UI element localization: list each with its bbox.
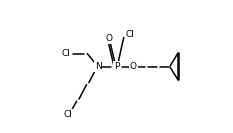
Text: P: P: [114, 62, 119, 71]
Text: Cl: Cl: [61, 49, 70, 58]
Text: Cl: Cl: [126, 30, 135, 39]
Text: O: O: [130, 62, 137, 71]
Text: Cl: Cl: [63, 110, 72, 119]
Text: O: O: [106, 34, 113, 43]
Text: N: N: [95, 62, 101, 71]
